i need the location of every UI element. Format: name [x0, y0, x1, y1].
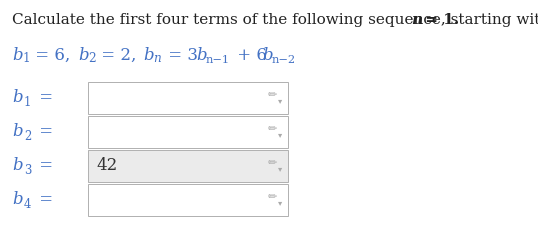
- Text: 1: 1: [24, 96, 31, 108]
- Text: =: =: [34, 124, 53, 140]
- Text: b: b: [12, 46, 23, 64]
- Text: =: =: [34, 90, 53, 106]
- Text: b: b: [12, 192, 23, 208]
- Bar: [88, 184, 288, 216]
- Text: ▾: ▾: [278, 198, 282, 207]
- Text: 3: 3: [24, 164, 31, 176]
- Text: b: b: [12, 124, 23, 140]
- Text: = 1.: = 1.: [420, 13, 459, 27]
- Text: =: =: [34, 192, 53, 208]
- Text: b: b: [262, 46, 273, 64]
- Text: ✏: ✏: [268, 90, 278, 100]
- Text: ▾: ▾: [278, 130, 282, 140]
- Text: ▾: ▾: [278, 96, 282, 106]
- Text: 4: 4: [24, 198, 31, 210]
- Text: ▾: ▾: [278, 164, 282, 173]
- Text: =: =: [34, 158, 53, 174]
- Text: n−1: n−1: [206, 55, 230, 65]
- Text: = 6,: = 6,: [30, 46, 70, 64]
- Text: 42: 42: [96, 158, 117, 174]
- Text: ✏: ✏: [268, 192, 278, 202]
- Text: = 2,: = 2,: [96, 46, 136, 64]
- Text: Calculate the first four terms of the following sequence, starting with: Calculate the first four terms of the fo…: [12, 13, 538, 27]
- Text: b: b: [12, 158, 23, 174]
- Text: b: b: [143, 46, 154, 64]
- Bar: [88, 150, 288, 182]
- Text: n: n: [153, 52, 161, 66]
- Bar: [88, 116, 288, 148]
- Bar: [88, 82, 288, 114]
- Text: ✏: ✏: [268, 158, 278, 168]
- Text: + 6: + 6: [232, 46, 267, 64]
- Text: n−2: n−2: [272, 55, 296, 65]
- Text: b: b: [196, 46, 207, 64]
- Text: 1: 1: [22, 52, 30, 66]
- Text: 2: 2: [88, 52, 96, 66]
- Text: = 3: = 3: [163, 46, 198, 64]
- Text: ✏: ✏: [268, 124, 278, 134]
- Text: b: b: [78, 46, 89, 64]
- Text: n: n: [411, 13, 422, 27]
- Text: 2: 2: [24, 130, 31, 142]
- Text: b: b: [12, 90, 23, 106]
